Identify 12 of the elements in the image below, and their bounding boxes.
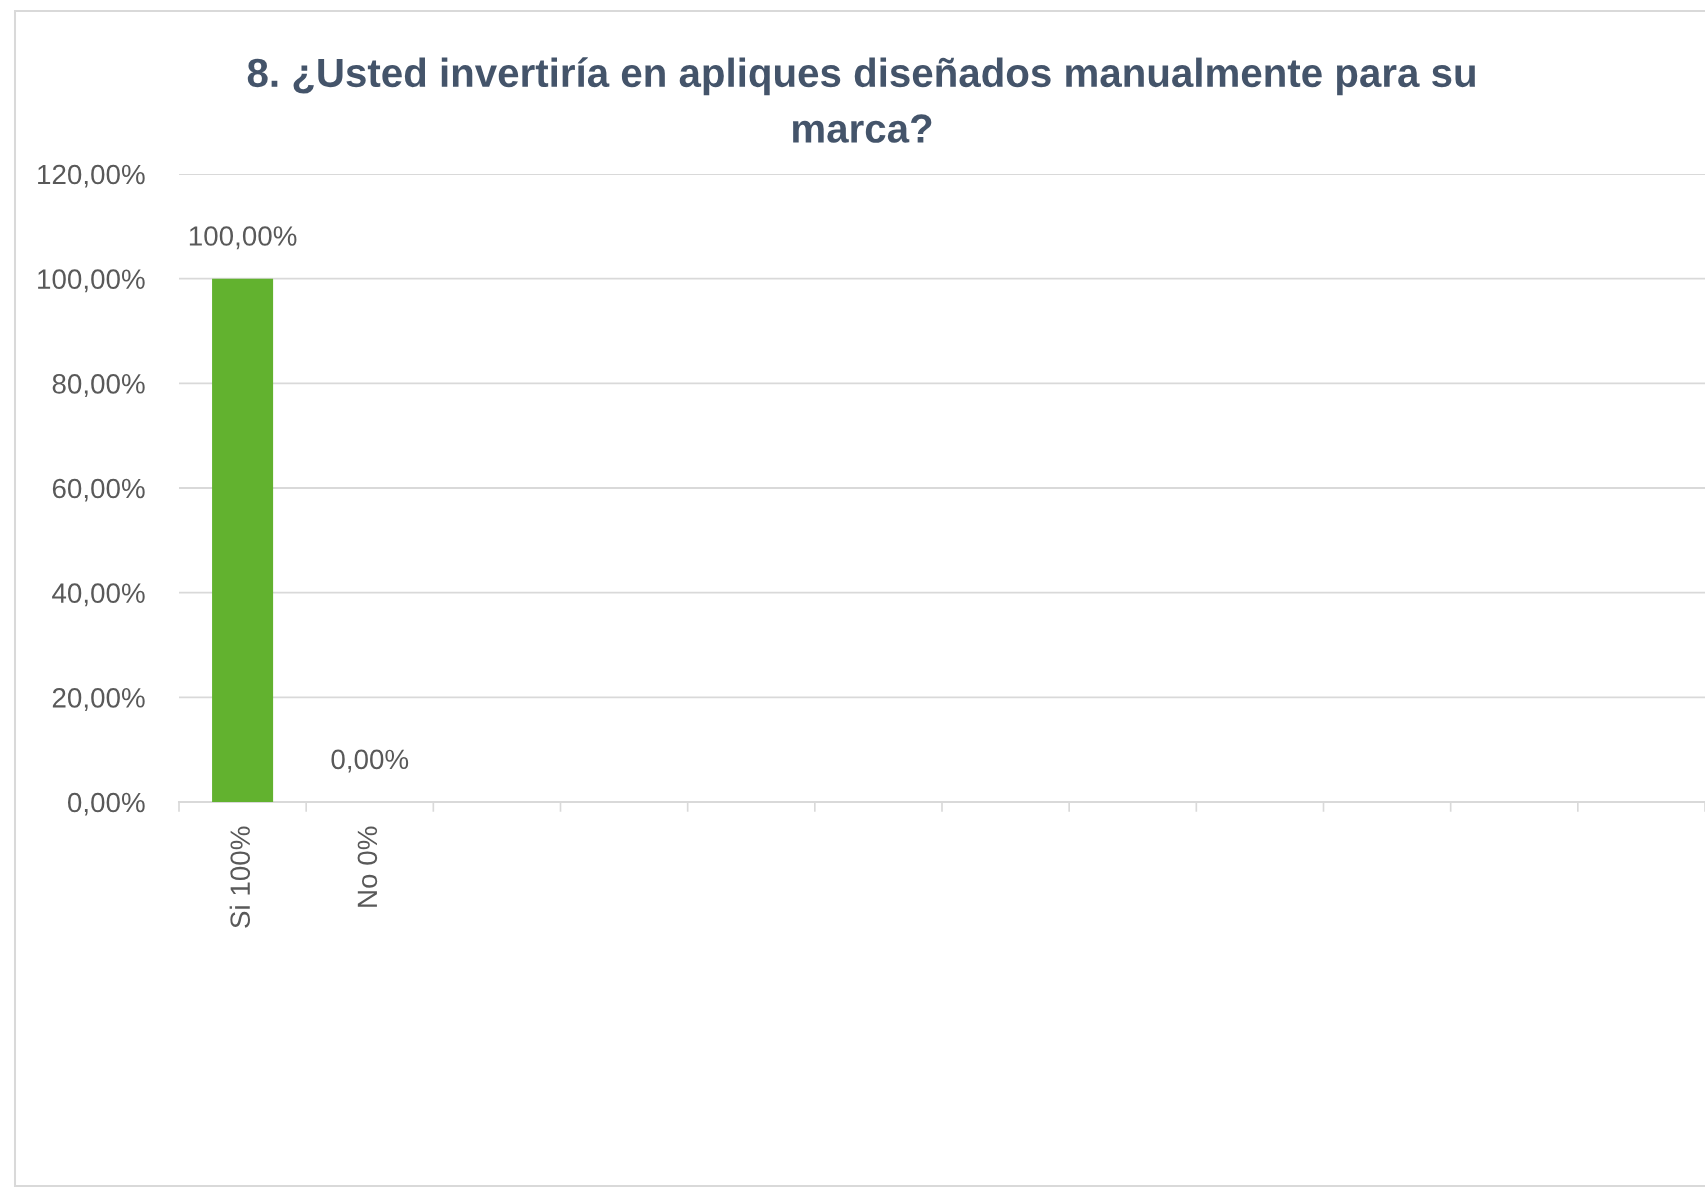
y-tick-label: 20,00% [52,688,145,711]
chart-title: 8. ¿Usted invertiría en apliques diseñados manualmente para su marca? [247,57,1475,143]
y-tick-label: 80,00% [52,374,145,397]
x-tick-label: Si 100% [229,826,251,928]
data-label: 100,00% [189,226,297,250]
data-label: 0,00% [331,749,409,773]
y-tick-label: 100,00% [38,269,145,293]
y-tick-label: 40,00% [52,583,145,607]
y-tick-label: 0,00% [67,792,145,816]
y-tick-label: 60,00% [52,478,145,502]
y-tick-label: 120,00% [38,164,145,188]
x-tick-label: No 0% [357,826,378,907]
